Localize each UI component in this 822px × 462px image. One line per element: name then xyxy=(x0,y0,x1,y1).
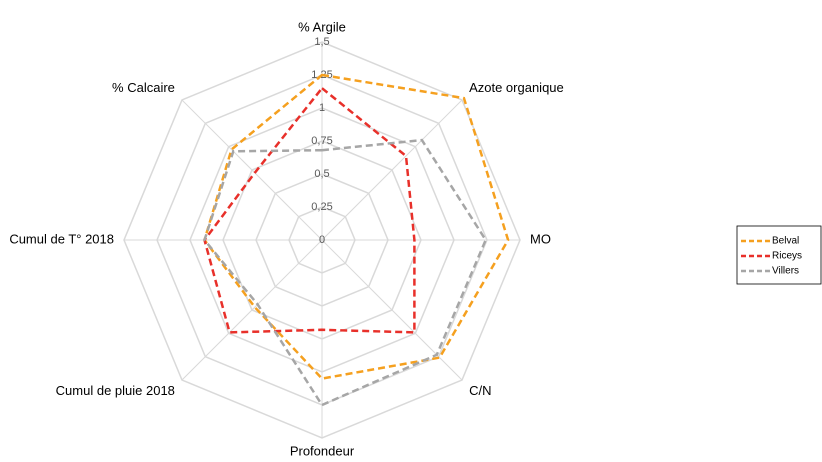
legend-label: Belval xyxy=(772,236,799,247)
category-label: Azote organique xyxy=(469,80,564,95)
legend-label: Riceys xyxy=(772,251,802,262)
series-line xyxy=(203,86,416,334)
category-label: Profondeur xyxy=(290,443,355,458)
tick-label: 0,5 xyxy=(314,168,329,180)
spoke xyxy=(321,99,463,241)
category-label: C/N xyxy=(469,383,491,398)
tick-label: 1 xyxy=(319,102,325,114)
spoke xyxy=(181,99,323,241)
category-label: % Calcaire xyxy=(112,80,175,95)
tick-label: 0,75 xyxy=(311,135,332,147)
tick-label: 1,5 xyxy=(314,36,329,48)
category-label: Cumul de T° 2018 xyxy=(9,231,114,246)
spoke xyxy=(181,239,323,381)
series-line xyxy=(203,138,488,407)
category-label: % Argile xyxy=(298,19,346,34)
category-label: Cumul de pluie 2018 xyxy=(56,383,175,398)
category-label: MO xyxy=(530,231,551,246)
series-line xyxy=(203,73,510,380)
spoke xyxy=(321,239,463,381)
tick-label: 0 xyxy=(319,234,325,246)
tick-label: 0,25 xyxy=(311,201,332,213)
legend-label: Villers xyxy=(772,266,799,277)
